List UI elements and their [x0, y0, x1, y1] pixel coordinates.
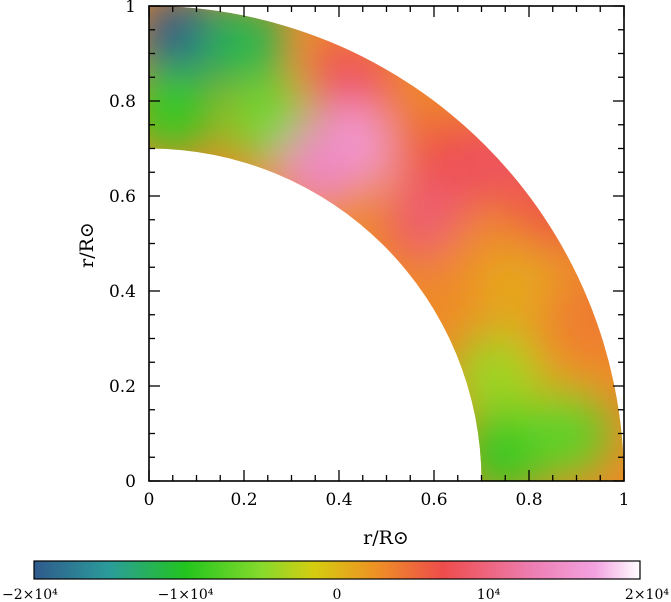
- field-sample-blob: [451, 332, 540, 421]
- colorbar: [33, 560, 641, 580]
- x-tick-label: 1: [619, 490, 630, 510]
- colorbar-tick-label: 2×10⁴: [625, 587, 669, 602]
- x-tick-label: 0.4: [325, 490, 352, 510]
- axis-ticks: 0 0.2 0.4 0.6 0.8 1 0 0.2 0.4 0.6 0.8 1: [109, 0, 629, 510]
- y-axis-label: r/R⊙: [76, 222, 98, 268]
- y-tick-label: 0.6: [109, 187, 136, 207]
- heatmap-field: [149, 6, 624, 481]
- colorbar-tick-label: −1×10⁴: [158, 587, 214, 602]
- colorbar-tick-label: 10⁴: [477, 587, 501, 602]
- field-sample-blob: [508, 161, 597, 250]
- field-sample-blob: [475, 247, 564, 335]
- y-tick-label: 0.4: [109, 282, 136, 302]
- field-sample-blob: [523, 389, 611, 478]
- y-tick-label: 1: [125, 0, 136, 17]
- field-sample-blob: [200, 6, 288, 88]
- x-tick-label: 0: [144, 490, 155, 510]
- x-tick-label: 0.8: [515, 490, 542, 510]
- field-sample-blob: [276, 123, 364, 212]
- x-tick-label: 0.2: [230, 490, 257, 510]
- colorbar-tick-labels: −2×10⁴ −1×10⁴ 0 10⁴ 2×10⁴: [2, 587, 669, 602]
- colorbar-tick-label: −2×10⁴: [2, 587, 58, 602]
- x-tick-label: 0.6: [420, 490, 447, 510]
- field-sample-blob: [461, 114, 550, 202]
- y-tick-label: 0.8: [109, 92, 136, 112]
- y-tick-label: 0.2: [109, 377, 136, 397]
- colorbar-tick-label: 0: [333, 587, 342, 602]
- x-axis-label: r/R⊙: [363, 527, 409, 549]
- y-tick-label: 0: [125, 472, 136, 492]
- field-sample-blob: [149, 66, 217, 155]
